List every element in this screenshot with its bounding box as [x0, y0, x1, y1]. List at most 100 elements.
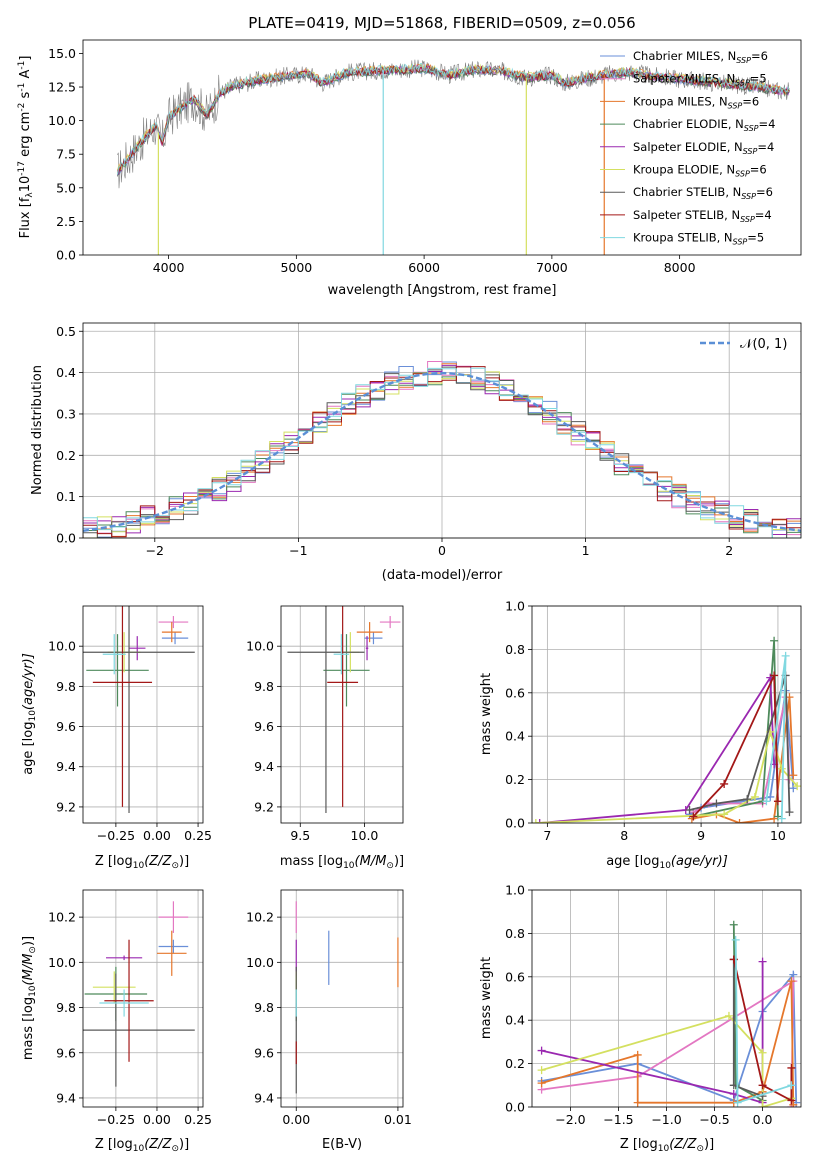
mass-vs-z-ytick-label: 9.6 [56, 1045, 76, 1060]
weight-marker [633, 1098, 642, 1107]
mass-vs-ebv-ytick-label: 9.6 [254, 1045, 274, 1060]
age-vs-z-ytick-label: 10.0 [48, 639, 76, 654]
spectrum-ytick-label: 2.5 [56, 214, 76, 229]
age-vs-mass-ytick-label: 10.0 [246, 639, 274, 654]
spectrum-ytick-label: 12.5 [48, 80, 76, 95]
weight-vs-z-ytick-label: 1.0 [505, 883, 525, 898]
weight-vs-z-ytick-label: 0.8 [505, 926, 525, 941]
age-vs-z-ytick-label: 9.8 [56, 679, 76, 694]
age-vs-mass-grid [281, 606, 403, 823]
weight-z-xlabel: Z [log10(Z/Z⊙)] [620, 1137, 714, 1154]
legend-label: Kroupa ELODIE, NSSP=6 [633, 163, 767, 179]
age-vs-z-axes [82, 605, 204, 824]
weight-marker [633, 1050, 642, 1059]
spectrum-ytick-label: 7.5 [56, 147, 76, 162]
legend-gaussian-label: 𝒩(0, 1) [740, 337, 787, 352]
mass-vs-z-ytick-label: 10.2 [48, 910, 76, 925]
weight-vs-z-axes [531, 889, 802, 1108]
weight-vs-z-xtick-label: −0.5 [699, 1112, 729, 1127]
mass-vs-z-xtick-label: −0.25 [97, 1112, 135, 1127]
age-vs-z-grid [83, 606, 203, 823]
mass-z-ylabel: mass [log10(M/M⊙)] [21, 936, 38, 1060]
spectrum-ytick-label: 5.0 [56, 180, 76, 195]
age-vs-mass-axes [280, 605, 404, 824]
mass-vs-ebv-xtick-label: 0.01 [384, 1112, 412, 1127]
weight-vs-z-ytick-label: 0.0 [505, 1100, 525, 1115]
weight-marker [689, 812, 698, 821]
residual-xlabel: (data-model)/error [382, 568, 503, 583]
weight-marker [770, 636, 779, 645]
age-z-xlabel: Z [log10(Z/Z⊙)] [95, 854, 189, 871]
weight-marker [770, 671, 779, 680]
weight-vs-age-ytick-label: 1.0 [505, 599, 525, 614]
weight-age-xlabel: age [log10(age/yr)] [606, 854, 728, 871]
weight-marker [787, 1081, 796, 1090]
weight-marker [789, 1100, 798, 1107]
weight-marker [729, 1089, 738, 1098]
mass-vs-z-xtick-label: 0.00 [143, 1112, 171, 1127]
weight-marker [720, 779, 729, 788]
legend-label: Kroupa STELIB, NSSP=5 [633, 231, 764, 247]
age-vs-z-ytick-label: 9.2 [56, 799, 76, 814]
weight-marker [535, 819, 544, 823]
mass-vs-z-ytick-label: 9.4 [56, 1090, 76, 1105]
spectrum-xtick-label: 6000 [408, 260, 440, 275]
weight-marker [537, 1046, 546, 1055]
weight-vs-age-lines [532, 636, 801, 823]
residual-xtick-label: 2 [725, 543, 733, 558]
weight-marker [532, 819, 540, 823]
weight-line [535, 728, 798, 823]
legend-label: Kroupa MILES, NSSP=6 [633, 94, 759, 110]
mass-vs-ebv-ytick-label: 9.8 [254, 1000, 274, 1015]
legend-label: Salpeter STELIB, NSSP=4 [633, 208, 772, 224]
residual-xtick-label: 1 [582, 543, 590, 558]
weight-marker [685, 805, 694, 814]
model-spectrum-line [117, 63, 790, 171]
weight-vs-age-ytick-label: 0.0 [505, 816, 525, 831]
weight-vs-z-xtick-label: −2.0 [555, 1112, 585, 1127]
weight-z-ylabel: mass weight [479, 957, 494, 1039]
age-mass-xlabel: mass [log10(M/M⊙)] [280, 854, 404, 871]
weight-marker [729, 920, 738, 929]
residual-legend: 𝒩(0, 1) [700, 337, 787, 352]
age-vs-mass-ytick-label: 9.2 [254, 799, 274, 814]
mass-vs-ebv-ytick-label: 10.0 [246, 955, 274, 970]
weight-marker [758, 1103, 767, 1107]
weight-vs-age-axes [531, 605, 802, 824]
residual-ytick-label: 0.1 [56, 489, 76, 504]
age-vs-z-xtick-label: 0.00 [143, 828, 171, 843]
age-vs-mass-ytick-label: 9.6 [254, 719, 274, 734]
residual-ytick-label: 0.3 [56, 406, 76, 421]
spectrum-ylabel: Flux [fλ10-17 erg cm-2 s-1 A-1] [17, 56, 35, 239]
spectrum-legend: Chabrier MILES, NSSP=6 Salpeter MILES, NS… [600, 49, 775, 247]
mass-vs-ebv-xtick-label: 0.00 [282, 1112, 310, 1127]
weight-vs-z-ytick-label: 0.4 [505, 1013, 525, 1028]
mass-ebv-xlabel: E(B-V) [322, 1137, 362, 1152]
mass-vs-ebv-points [295, 901, 399, 1094]
spectrum-xtick-label: 7000 [536, 260, 568, 275]
weight-vs-age-xtick-label: 8 [620, 828, 628, 843]
age-vs-z-xtick-label: 0.25 [184, 828, 212, 843]
mass-vs-z-ytick-label: 10.0 [48, 955, 76, 970]
weight-vs-age-ytick-label: 0.6 [505, 685, 525, 700]
model-spectrum-line [117, 62, 790, 175]
age-z-ylabel: age [log10(age/yr)] [21, 653, 38, 775]
legend-label: Chabrier ELODIE, NSSP=4 [633, 117, 775, 133]
mass-vs-z-xtick-label: 0.25 [184, 1112, 212, 1127]
weight-marker [743, 795, 752, 804]
residual-ytick-label: 0.2 [56, 448, 76, 463]
weight-marker [777, 814, 786, 823]
age-vs-mass-xtick-label: 9.5 [290, 828, 310, 843]
figure-title: PLATE=0419, MJD=51868, FIBERID=0509, z=0… [248, 14, 635, 32]
age-vs-mass-xtick-label: 10.0 [351, 828, 379, 843]
weight-marker [787, 1063, 796, 1072]
weight-marker [731, 935, 740, 944]
weight-marker [758, 1081, 767, 1090]
age-vs-z-xtick-label: −0.25 [97, 828, 135, 843]
weight-marker [537, 1066, 546, 1075]
weight-marker [724, 1011, 733, 1020]
residual-ytick-label: 0.5 [56, 324, 76, 339]
residual-xtick-label: −2 [146, 543, 164, 558]
age-vs-z-ytick-label: 9.6 [56, 719, 76, 734]
